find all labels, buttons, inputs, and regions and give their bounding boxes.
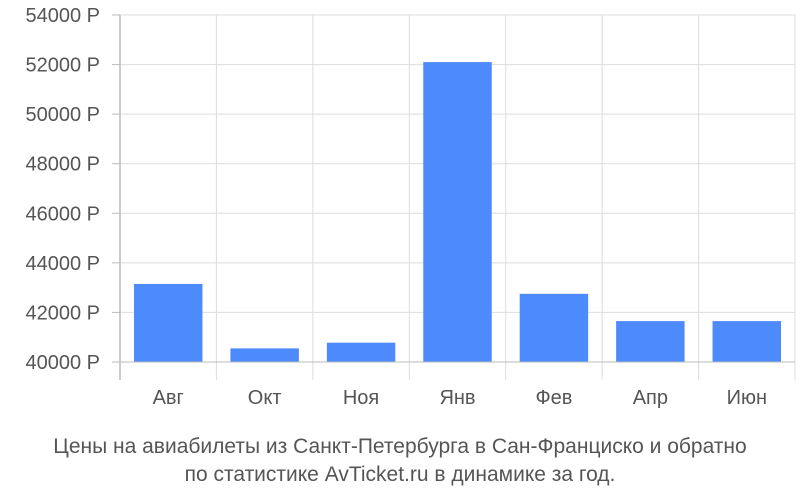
bar — [519, 293, 589, 362]
y-tick-label: 48000 Р — [25, 154, 100, 176]
bar — [712, 321, 782, 362]
x-tick-label: Окт — [248, 387, 282, 409]
x-tick-label: Июн — [727, 387, 767, 409]
price-bar-chart: 40000 Р 42000 Р 44000 Р 46000 Р 48000 Р 50000… — [25, 5, 796, 409]
x-tick-label: Фев — [535, 387, 572, 409]
bar — [616, 321, 685, 362]
x-tick-labels: Авг Окт Ноя Янв Фев Апр Июн — [153, 387, 767, 409]
y-tick-label: 46000 Р — [25, 203, 100, 225]
x-tick-label: Янв — [439, 387, 475, 409]
chart-caption-line-2: по статистике AvTicket.ru в динамике за … — [184, 463, 616, 486]
bars — [133, 62, 782, 362]
y-tick-label: 40000 Р — [25, 352, 100, 374]
bar — [423, 62, 492, 362]
y-tick-labels: 40000 Р 42000 Р 44000 Р 46000 Р 48000 Р 50000… — [25, 5, 100, 374]
y-tick-label: 42000 Р — [25, 302, 100, 324]
bar — [230, 348, 299, 362]
bar — [133, 283, 203, 362]
x-tick-label: Авг — [153, 387, 184, 409]
y-tick-label: 50000 Р — [25, 104, 100, 126]
y-tick-label: 54000 Р — [25, 5, 100, 27]
y-tick-label: 52000 Р — [25, 55, 100, 77]
x-tick-label: Ноя — [343, 387, 379, 409]
x-tick-label: Апр — [633, 387, 668, 409]
bar — [326, 342, 396, 362]
y-tick-label: 44000 Р — [25, 253, 100, 275]
chart-caption-line-1: Цены на авиабилеты из Санкт-Петербурга в… — [53, 435, 747, 458]
axes — [112, 14, 795, 380]
